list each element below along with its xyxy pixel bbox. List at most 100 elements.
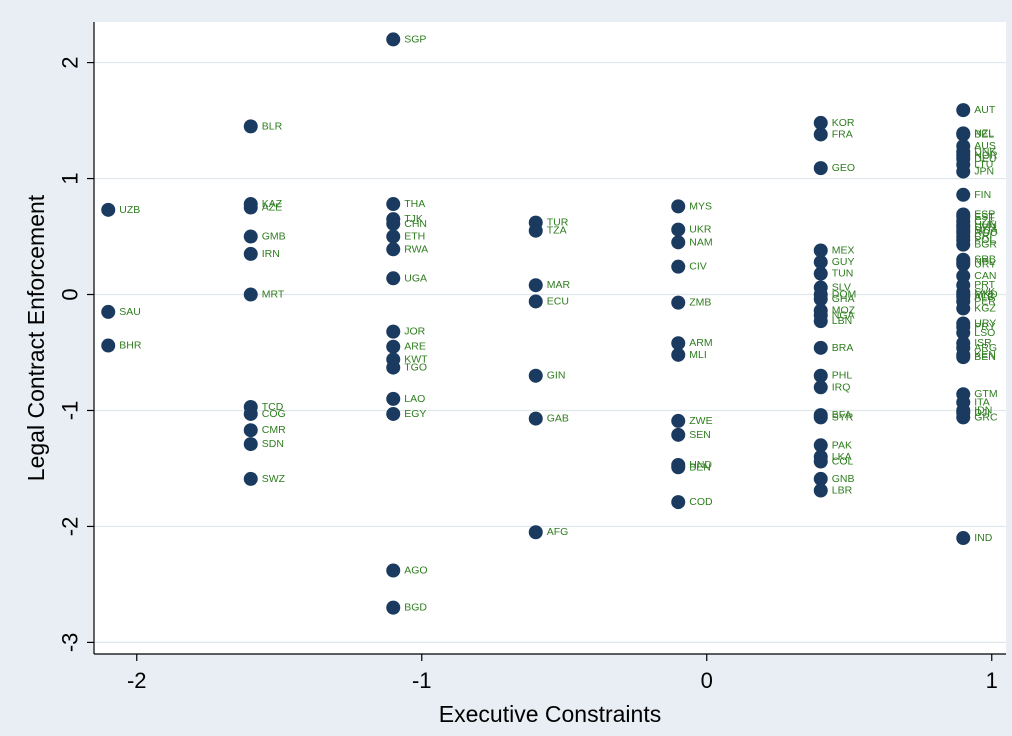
point-label: GHA (832, 293, 855, 305)
point-label: COD (689, 496, 713, 508)
point-label: MAR (547, 279, 571, 291)
point-label: BEN (974, 351, 996, 363)
point-label: GAB (547, 413, 569, 425)
data-point (671, 495, 686, 510)
point-label: PRT (974, 279, 995, 291)
point-label: LBN (832, 315, 852, 327)
data-point (813, 255, 828, 270)
point-label: KOR (832, 117, 855, 129)
point-label: MYS (689, 200, 712, 212)
point-label: ZWE (689, 415, 712, 427)
data-point (386, 563, 401, 578)
data-point (671, 259, 686, 274)
point-label: GEO (832, 162, 855, 174)
point-label: ZMB (689, 297, 711, 309)
point-label: CAN (974, 270, 996, 282)
data-point (386, 216, 401, 231)
point-label: GMB (262, 231, 286, 243)
data-point (813, 340, 828, 355)
data-point (671, 295, 686, 310)
data-point (956, 237, 971, 252)
point-label: EST (974, 211, 995, 223)
point-label: ARG (974, 342, 997, 354)
point-label: SYR (832, 411, 854, 423)
point-label: COG (262, 408, 286, 420)
point-label: TUN (832, 268, 854, 280)
data-point (671, 460, 686, 475)
point-label: ALB (974, 291, 994, 303)
point-label: IRQ (832, 381, 851, 393)
point-label: LSO (974, 327, 995, 339)
data-point (956, 164, 971, 179)
point-label: HUN (974, 219, 997, 231)
point-label: PHL (832, 370, 853, 382)
y-tick-label: -1 (58, 401, 83, 421)
point-label: AUT (974, 104, 996, 116)
data-point (386, 229, 401, 244)
point-label: KWT (404, 353, 428, 365)
point-label: BRA (832, 342, 854, 354)
data-point (671, 347, 686, 362)
point-label: DEU (974, 153, 996, 165)
data-point (243, 200, 258, 215)
point-label: AGO (404, 565, 427, 577)
x-tick-label: -1 (412, 668, 432, 693)
point-label: SGP (404, 33, 426, 45)
data-point (386, 242, 401, 257)
data-point (528, 278, 543, 293)
data-point (386, 32, 401, 47)
data-point (956, 103, 971, 118)
point-label: MEX (832, 244, 855, 256)
point-label: FIN (974, 189, 991, 201)
point-label: DJI (974, 407, 990, 419)
point-label: IDN (974, 404, 992, 416)
data-point (813, 380, 828, 395)
point-label: DOM (832, 289, 857, 301)
point-label: UZB (119, 204, 140, 216)
point-label: CMR (262, 424, 286, 436)
point-label: MKD (974, 289, 998, 301)
point-label: EGY (404, 408, 426, 420)
y-tick-label: -3 (58, 633, 83, 653)
data-point (956, 325, 971, 340)
data-point (386, 271, 401, 286)
point-label: RWA (404, 243, 428, 255)
point-label: ESP (974, 208, 995, 220)
point-label: ISR (974, 337, 992, 349)
data-point (813, 292, 828, 307)
point-label: GRC (974, 411, 998, 423)
point-label: SDN (262, 438, 284, 450)
data-point (386, 339, 401, 354)
data-point (101, 304, 116, 319)
data-point (243, 437, 258, 452)
point-label: FRA (832, 128, 853, 140)
data-point (813, 471, 828, 486)
point-label: ROU (974, 227, 997, 239)
point-label: TUR (547, 217, 569, 229)
y-tick-label: 0 (58, 288, 83, 300)
data-point (671, 199, 686, 214)
y-tick-label: 1 (58, 172, 83, 184)
point-label: ARE (404, 341, 426, 353)
point-label: IRN (262, 248, 280, 260)
point-label: AUS (974, 140, 996, 152)
data-point (813, 115, 828, 130)
data-point (813, 438, 828, 453)
point-label: POL (974, 234, 995, 246)
point-label: CHN (404, 218, 427, 230)
point-label: ETH (404, 231, 425, 243)
data-point (386, 406, 401, 421)
data-point (956, 410, 971, 425)
data-point (386, 391, 401, 406)
data-point (386, 600, 401, 615)
data-point (386, 197, 401, 212)
x-tick-label: -2 (127, 668, 147, 693)
point-label: ECU (547, 295, 569, 307)
data-point (671, 413, 686, 428)
point-label: SWZ (262, 473, 286, 485)
point-label: NZL (974, 127, 994, 139)
point-label: TJK (404, 213, 423, 225)
point-label: NOR (974, 149, 998, 161)
point-label: KAZ (262, 198, 283, 210)
